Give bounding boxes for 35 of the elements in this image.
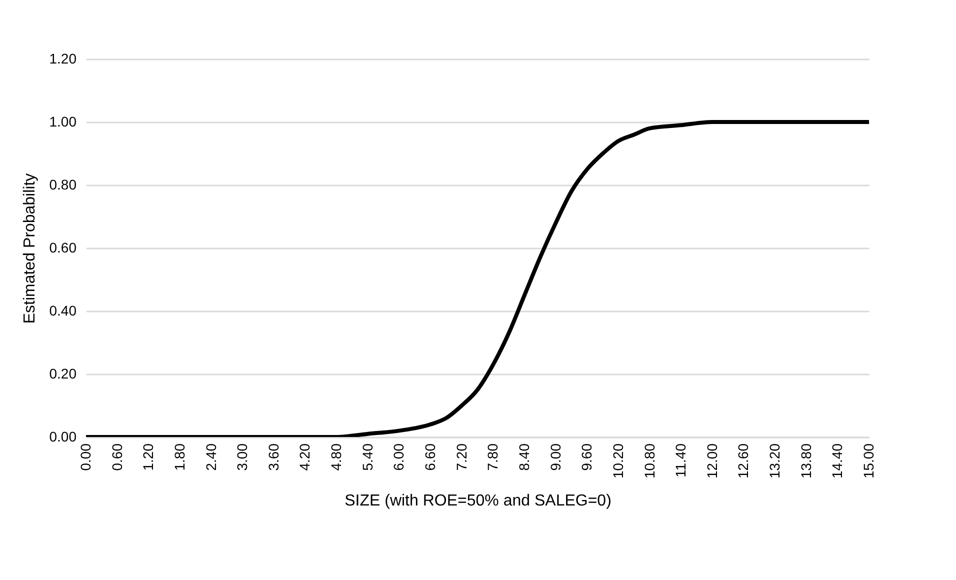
x-tick-label: 9.60 [578,443,595,471]
y-tick-label: 0.20 [49,366,77,382]
x-tick-label: 7.80 [484,443,501,471]
line-series [86,120,869,437]
x-tick-label: 3.60 [265,443,282,471]
x-tick-label: 1.80 [171,443,188,471]
x-tick-label: 0.60 [108,443,125,471]
x-tick-label: 6.60 [422,443,438,471]
y-tick-label: 0.00 [49,428,77,444]
y-axis-title: Estimated Probability [21,173,38,324]
x-tick-label: 2.40 [202,443,219,471]
x-tick-label: 1.20 [140,443,156,471]
x-tick-label: 4.80 [328,443,344,471]
y-tick-label: 1.20 [49,50,77,66]
y-tick-label: 0.80 [49,176,77,192]
x-tick-label: 13.80 [798,443,814,479]
x-tick-label: 5.40 [359,443,376,471]
x-tick-label: 9.00 [547,443,564,471]
x-tick-label: 7.20 [453,443,470,471]
x-tick-label: 12.00 [704,443,720,479]
x-tick-label: 4.20 [296,443,313,471]
x-tick-label: 10.20 [610,443,626,479]
x-tick-label: 12.60 [735,443,752,479]
x-tick-label: 10.80 [641,443,658,479]
x-axis-title: SIZE (with ROE=50% and SALEG=0) [344,492,612,510]
x-tick-label: 6.00 [390,443,407,471]
x-tick-label: 13.20 [766,443,783,479]
x-tick-label: 15.00 [860,443,876,479]
x-tick-label: 8.40 [516,443,532,471]
x-tick-label: 14.40 [829,443,846,479]
y-tick-label: 1.00 [49,114,77,130]
x-tick-label: 11.40 [672,443,689,478]
y-tick-label: 0.40 [49,302,77,318]
y-tick-label: 0.60 [49,240,77,256]
x-tick-label: 3.00 [234,443,250,471]
